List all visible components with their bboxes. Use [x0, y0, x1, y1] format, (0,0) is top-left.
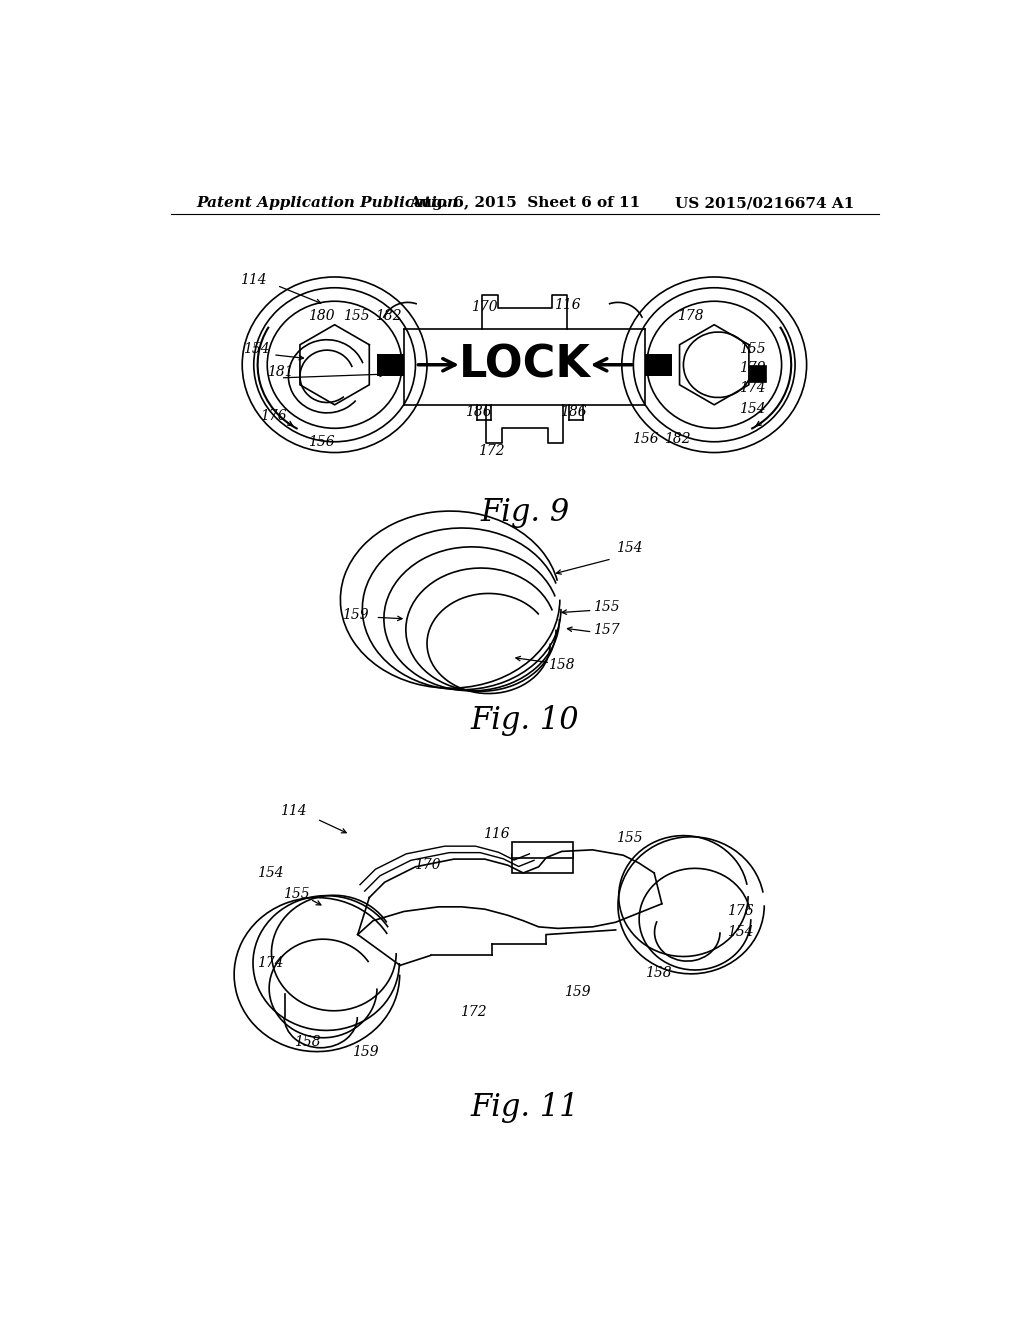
Text: LOCK: LOCK [459, 343, 591, 387]
Text: Aug. 6, 2015  Sheet 6 of 11: Aug. 6, 2015 Sheet 6 of 11 [410, 197, 640, 210]
Text: 182: 182 [664, 433, 690, 446]
Text: 174: 174 [257, 956, 284, 970]
Text: 114: 114 [281, 804, 307, 818]
Text: 176: 176 [727, 904, 754, 919]
Text: Fig. 11: Fig. 11 [470, 1092, 580, 1122]
Text: 170: 170 [471, 300, 498, 314]
Bar [645, 354, 672, 376]
Text: 155: 155 [739, 342, 766, 356]
Text: 116: 116 [483, 828, 510, 841]
Text: Fig. 10: Fig. 10 [470, 705, 580, 737]
Text: 157: 157 [593, 623, 620, 638]
Text: 158: 158 [549, 659, 575, 672]
Text: 174: 174 [739, 381, 766, 395]
Text: 155: 155 [343, 309, 370, 323]
Text: 186: 186 [465, 405, 492, 420]
Text: Patent Application Publication: Patent Application Publication [196, 197, 458, 210]
Text: 158: 158 [645, 966, 672, 979]
Text: 155: 155 [616, 830, 643, 845]
Text: 116: 116 [554, 298, 581, 312]
Text: 155: 155 [593, 599, 620, 614]
Text: 182: 182 [375, 309, 401, 323]
Text: 156: 156 [308, 434, 335, 449]
Text: 172: 172 [477, 444, 504, 458]
Text: 159: 159 [564, 985, 591, 998]
Text: 154: 154 [257, 866, 284, 880]
Text: 179: 179 [739, 360, 766, 375]
Text: 154: 154 [739, 401, 766, 416]
Text: 186: 186 [560, 405, 587, 420]
Text: 176: 176 [260, 409, 287, 424]
Text: Fig. 9: Fig. 9 [480, 498, 569, 528]
Bar [749, 364, 766, 381]
Text: 170: 170 [414, 858, 440, 873]
FancyBboxPatch shape [512, 842, 573, 858]
Text: 156: 156 [632, 433, 658, 446]
Text: 155: 155 [283, 887, 309, 900]
Text: 180: 180 [308, 309, 335, 323]
FancyBboxPatch shape [512, 854, 573, 873]
Text: 114: 114 [241, 273, 267, 286]
Text: 158: 158 [294, 1035, 321, 1049]
Text: 154: 154 [616, 541, 643, 554]
Text: 178: 178 [677, 309, 703, 323]
Text: 181: 181 [267, 366, 294, 379]
Bar [377, 354, 403, 376]
Text: 159: 159 [352, 1044, 379, 1059]
Text: 154: 154 [727, 925, 754, 940]
Text: 172: 172 [460, 1005, 486, 1019]
Text: 159: 159 [342, 609, 369, 622]
Text: US 2015/0216674 A1: US 2015/0216674 A1 [675, 197, 854, 210]
Text: 154: 154 [243, 342, 269, 356]
